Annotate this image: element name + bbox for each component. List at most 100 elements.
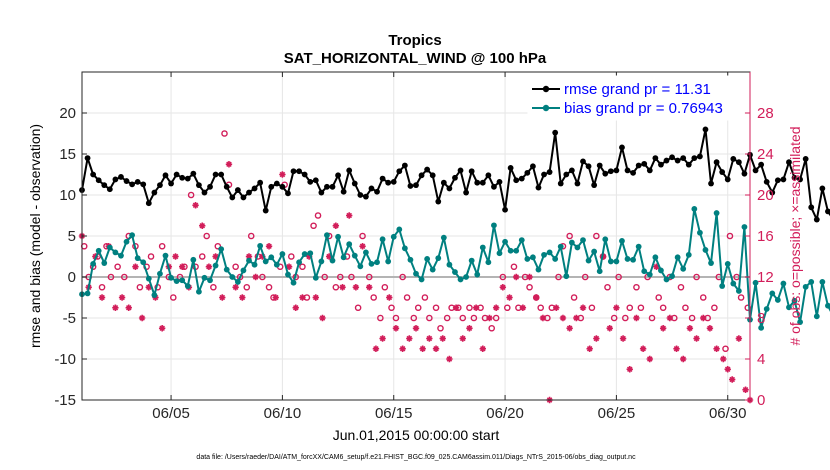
y-right-tick-label: 8 xyxy=(757,310,765,327)
bias-point xyxy=(652,254,659,261)
bias-point xyxy=(196,288,202,295)
legend-rmse-marker xyxy=(542,85,550,93)
obs-possible-point xyxy=(232,263,239,271)
rmse-point xyxy=(246,189,252,196)
obs-assimilated-point xyxy=(352,284,360,291)
legend: rmse grand pr = 11.31 bias grand pr = 0.… xyxy=(527,75,745,121)
rmse-point xyxy=(574,180,581,187)
bias-point xyxy=(674,254,681,261)
rmse-point xyxy=(90,171,97,178)
rmse-point xyxy=(134,178,141,185)
obs-possible-point xyxy=(265,283,273,291)
obs-possible-point xyxy=(492,314,500,322)
rmse-point xyxy=(680,155,687,162)
obs-possible-point xyxy=(537,304,544,312)
bias-point xyxy=(641,268,648,275)
bias-point xyxy=(619,238,625,244)
rmse-point xyxy=(290,168,297,175)
bias-point xyxy=(268,254,275,261)
obs-assimilated-point xyxy=(132,263,139,270)
obs-possible-point xyxy=(503,304,511,312)
y-tick-label: -10 xyxy=(54,351,76,368)
obs-assimilated-point xyxy=(272,294,279,301)
bias-point xyxy=(279,251,286,257)
bias-point xyxy=(357,263,364,270)
obs-assimilated-point xyxy=(742,386,749,393)
rmse-point xyxy=(479,179,486,186)
bias-point xyxy=(385,258,392,265)
bias-point xyxy=(741,224,748,230)
rmse-point xyxy=(251,185,258,192)
y-axis-label: rmse and bias (model - observation) xyxy=(27,124,43,348)
obs-assimilated-point xyxy=(720,355,727,363)
bias-point xyxy=(802,283,809,290)
bias-point xyxy=(184,283,191,289)
bias-point xyxy=(390,233,397,240)
obs-possible-point xyxy=(488,324,496,332)
bias-point xyxy=(774,297,781,303)
obs-assimilated-point xyxy=(506,294,513,301)
obs-assimilated-point xyxy=(339,284,346,291)
bias-point xyxy=(324,232,330,239)
rmse-point xyxy=(101,182,108,189)
rmse-point xyxy=(724,176,731,183)
obs-assimilated-point xyxy=(533,294,540,301)
bias-point xyxy=(290,279,297,286)
obs-possible-point xyxy=(510,263,518,271)
rmse-point xyxy=(351,180,358,187)
obs-assimilated-point xyxy=(379,335,386,342)
rmse-point xyxy=(207,183,213,190)
bias-point xyxy=(273,261,280,268)
obs-possible-point xyxy=(214,242,222,250)
rmse-point xyxy=(118,174,124,180)
y-right-tick-label: 24 xyxy=(757,146,774,163)
obs-possible-point xyxy=(466,304,473,312)
bias-point xyxy=(513,247,520,254)
obs-assimilated-point xyxy=(299,294,306,301)
bias-point xyxy=(307,250,314,257)
obs-possible-point xyxy=(414,304,422,312)
rmse-point xyxy=(613,167,620,174)
bias-point xyxy=(335,233,341,240)
obs-possible-point xyxy=(570,294,578,301)
rmse-point xyxy=(374,188,380,195)
obs-assimilated-point xyxy=(613,304,620,311)
obs-assimilated-point xyxy=(724,366,731,373)
bias-point xyxy=(568,239,575,246)
bias-point xyxy=(318,258,325,265)
rmse-point xyxy=(268,183,275,190)
obs-possible-point xyxy=(470,314,478,322)
rmse-point xyxy=(619,144,625,151)
obs-possible-point xyxy=(637,304,645,312)
obs-possible-point xyxy=(633,283,640,291)
obs-possible-point xyxy=(107,273,115,281)
x-axis-label: Jun.01,2015 00:00:00 start xyxy=(333,427,500,443)
rmse-point xyxy=(674,157,681,164)
bias-point xyxy=(363,249,369,256)
bias-point xyxy=(635,243,642,250)
obs-possible-point xyxy=(682,304,689,312)
obs-assimilated-point xyxy=(659,325,667,332)
obs-assimilated-point xyxy=(700,314,707,322)
rmse-point xyxy=(435,198,442,205)
rmse-point xyxy=(735,159,742,166)
obs-possible-point xyxy=(421,294,429,301)
bias-point xyxy=(457,276,464,283)
rmse-point xyxy=(368,185,375,192)
rmse-point xyxy=(112,176,119,183)
rmse-point xyxy=(474,179,481,186)
rmse-point xyxy=(813,216,820,223)
obs-possible-point xyxy=(566,232,573,240)
bias-point xyxy=(145,275,152,282)
obs-possible-point xyxy=(377,314,384,322)
bias-point xyxy=(340,254,347,261)
bias-point xyxy=(296,259,302,266)
obs-assimilated-point xyxy=(399,345,406,352)
bias-point xyxy=(780,280,787,287)
bias-point xyxy=(507,247,514,254)
rmse-point xyxy=(658,161,664,168)
rmse-point xyxy=(596,162,603,169)
bias-point xyxy=(791,297,798,304)
obs-assimilated-point xyxy=(526,273,533,281)
obs-possible-point xyxy=(147,253,155,260)
